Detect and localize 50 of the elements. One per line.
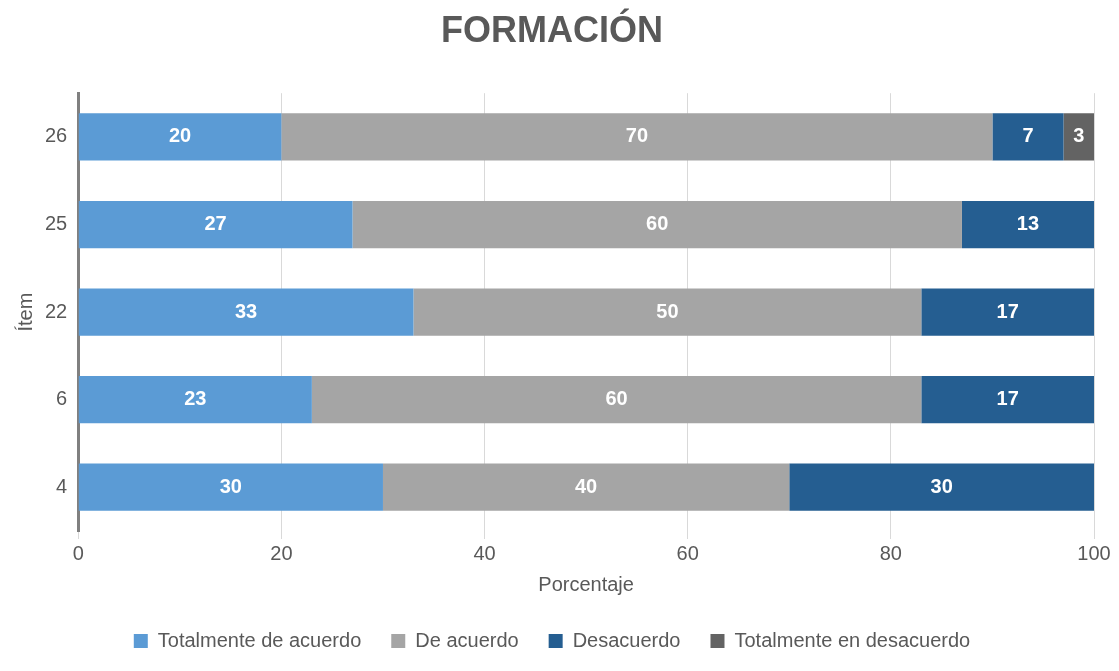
data-label: 60: [605, 387, 628, 410]
legend-label: De acuerdo: [415, 628, 519, 651]
data-label: 50: [656, 299, 679, 322]
x-tick-label: 20: [270, 541, 293, 564]
bar: [78, 200, 353, 249]
bar: [413, 288, 922, 336]
data-label: 40: [575, 474, 598, 497]
data-label: 70: [625, 124, 649, 147]
bar: [78, 288, 414, 336]
bar: [352, 200, 962, 249]
x-axis-title: Porcentaje: [538, 572, 634, 595]
x-tick-label: 40: [473, 541, 496, 564]
y-axis-title: Ítem: [13, 292, 36, 332]
data-label: 17: [996, 299, 1019, 322]
bar: [78, 113, 282, 161]
bar: [789, 463, 1094, 511]
chart-title: FORMACIÓN: [441, 7, 663, 50]
legend-label: Desacuerdo: [572, 628, 681, 651]
bar: [921, 288, 1094, 336]
data-label: 7: [1022, 124, 1034, 147]
bar: [1063, 113, 1094, 161]
x-tick-label: 80: [879, 541, 902, 564]
legend-label: Totalmente de acuerdo: [157, 628, 362, 651]
bar: [78, 463, 383, 511]
bar: [961, 200, 1094, 249]
legend-label: Totalmente en desacuerdo: [734, 628, 971, 651]
bar: [78, 376, 312, 424]
data-label: 23: [184, 387, 207, 410]
bar: [382, 463, 790, 511]
x-tick-label: 60: [676, 541, 699, 564]
data-label: 30: [219, 474, 242, 497]
y-tick-label: 26: [45, 124, 68, 147]
y-tick-label: 22: [45, 299, 68, 322]
data-label: 33: [234, 299, 258, 322]
x-tick-label: 0: [72, 541, 84, 564]
data-label: 20: [168, 124, 192, 147]
y-tick-label: 4: [56, 474, 68, 497]
y-tick-label: 6: [56, 387, 68, 410]
data-label: 17: [996, 387, 1019, 410]
bar: [992, 113, 1064, 161]
x-tick-label: 100: [1077, 541, 1111, 564]
data-label: 13: [1016, 212, 1040, 235]
data-label: 30: [930, 474, 953, 497]
bar: [281, 113, 993, 161]
data-label: 3: [1073, 124, 1085, 147]
bar: [311, 376, 922, 424]
bar: [921, 376, 1094, 424]
data-label: 27: [204, 212, 227, 235]
y-tick-label: 25: [45, 212, 68, 235]
data-label: 60: [646, 212, 669, 235]
